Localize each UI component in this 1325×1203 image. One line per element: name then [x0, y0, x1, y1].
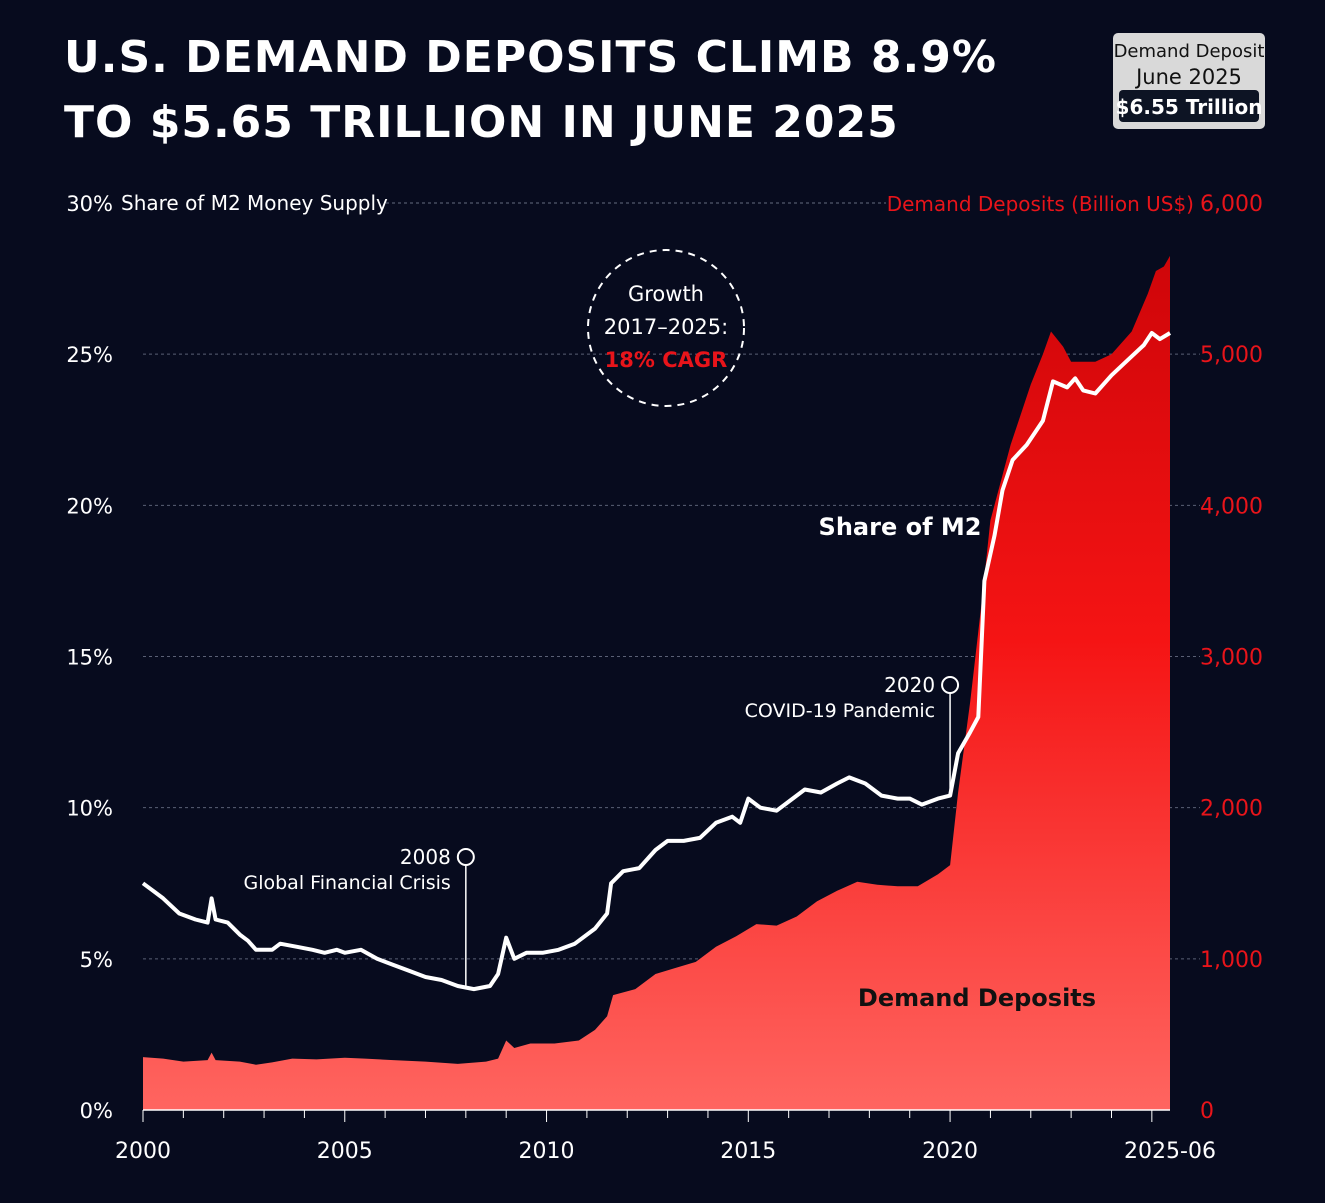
- chart-title-line-1: U.S. DEMAND DEPOSITS CLIMB 8.9%: [64, 32, 997, 83]
- right-tick-label: 2,000: [1200, 797, 1263, 822]
- right-tick-label: 0: [1200, 1099, 1214, 1124]
- right-tick-label: 6,000: [1200, 192, 1263, 217]
- demand-deposits-label: Demand Deposits: [858, 984, 1096, 1012]
- left-axis-title: Share of M2 Money Supply: [121, 191, 388, 215]
- left-axis-ticks: 0% 5% 10% 15% 20% 25% 30%: [66, 192, 113, 1123]
- left-tick-label: 10%: [66, 797, 113, 821]
- growth-callout-line-2: 2017–2025:: [604, 315, 728, 339]
- gfc-annotation-year: 2008: [400, 845, 451, 869]
- chart-title-line-2: TO $5.65 TRILLION IN JUNE 2025: [64, 97, 899, 148]
- x-tick-label: 2000: [115, 1139, 171, 1164]
- growth-callout: Growth 2017–2025: 18% CAGR: [587, 249, 745, 407]
- summary-badge: Demand Deposit June 2025 $6.55 Trillion: [1113, 33, 1265, 129]
- right-axis-ticks: 0 1,000 2,000 3,000 4,000 5,000 6,000: [1200, 192, 1263, 1124]
- badge-value: $6.55 Trillion: [1116, 95, 1263, 119]
- left-tick-label: 30%: [66, 192, 113, 216]
- covid-annotation-marker: [941, 676, 960, 694]
- covid-annotation-year: 2020: [884, 673, 935, 697]
- demand-deposits-area-layer: [143, 255, 1170, 1110]
- growth-callout-line-1: Growth: [628, 282, 704, 306]
- growth-callout-value: 18% CAGR: [605, 348, 728, 372]
- right-tick-label: 1,000: [1200, 948, 1263, 973]
- left-tick-label: 20%: [66, 494, 113, 518]
- left-tick-label: 0%: [80, 1099, 113, 1123]
- right-tick-label: 4,000: [1200, 494, 1263, 519]
- right-tick-label: 3,000: [1200, 646, 1263, 671]
- covid-annotation-label: COVID-19 Pandemic: [745, 700, 935, 722]
- share-of-m2-line: [141, 331, 1172, 992]
- gfc-annotation-label: Global Financial Crisis: [244, 872, 451, 894]
- right-tick-label: 5,000: [1200, 343, 1263, 368]
- x-tick-label: 2025-06: [1124, 1139, 1216, 1164]
- gridlines: [143, 353, 1200, 960]
- right-axis-title: Demand Deposits (Billion US$): [887, 192, 1194, 216]
- left-tick-label: 25%: [66, 343, 113, 367]
- covid-annotation: 2020 COVID-19 Pandemic: [745, 673, 960, 796]
- badge-line-1: Demand Deposit: [1114, 41, 1265, 62]
- share-of-m2-line-layer: [141, 331, 1172, 992]
- x-axis: 2000 2005 2010 2015 2020 2025-06: [115, 1109, 1216, 1164]
- left-tick-label: 5%: [80, 948, 113, 972]
- x-tick-label: 2005: [317, 1139, 373, 1164]
- x-tick-label: 2010: [519, 1139, 575, 1164]
- left-tick-label: 15%: [66, 646, 113, 670]
- badge-line-2: June 2025: [1134, 65, 1242, 89]
- gfc-annotation: 2008 Global Financial Crisis: [244, 845, 475, 990]
- x-tick-label: 2020: [922, 1139, 978, 1164]
- x-tick-label: 2015: [720, 1139, 776, 1164]
- gfc-annotation-marker: [456, 848, 475, 866]
- demand-deposits-area: [143, 255, 1170, 1110]
- share-of-m2-label: Share of M2: [819, 513, 982, 541]
